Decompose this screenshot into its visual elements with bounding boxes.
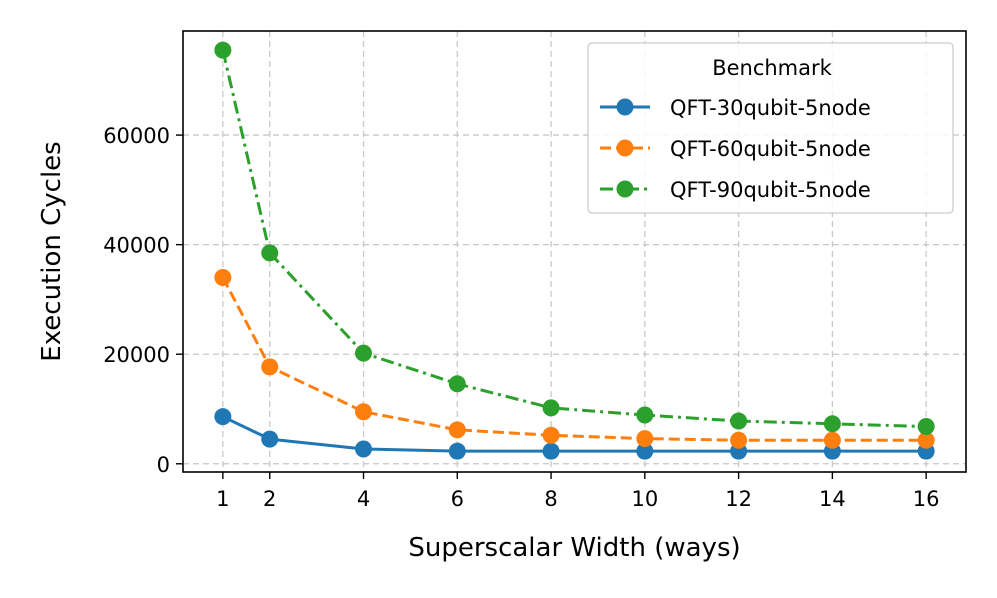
data-point [214,408,232,426]
data-point [355,344,373,362]
data-point [448,375,466,393]
legend-label: QFT-90qubit-5node [670,178,871,202]
data-point [261,358,279,376]
data-point [823,415,841,433]
data-point [261,244,279,262]
data-point [823,431,841,449]
x-tick-label: 14 [819,487,846,511]
series-line [222,415,927,453]
data-point [730,412,748,430]
y-tick-label: 60000 [103,124,170,148]
legend-label: QFT-60qubit-5node [670,137,871,161]
data-point [917,431,935,449]
legend-marker [616,98,634,116]
y-tick-label: 0 [157,453,170,477]
data-point [542,426,560,444]
x-tick-label: 12 [725,487,752,511]
legend-marker [616,180,634,198]
legend-marker [616,139,634,157]
data-point [448,421,466,439]
x-axis-label: Superscalar Width (ways) [408,533,740,563]
data-point [542,442,560,460]
y-tick-label: 40000 [103,234,170,258]
data-point [917,418,935,436]
x-tick-label: 4 [357,487,370,511]
y-axis-label: Execution Cycles [37,141,67,361]
data-point [542,399,560,417]
x-tick-label: 1 [216,487,229,511]
data-point [261,430,279,448]
data-point [355,440,373,458]
data-point [214,269,232,287]
legend-box [587,42,954,214]
data-point [636,406,654,424]
plot-area-frame [182,30,967,473]
data-point [355,403,373,421]
x-tick-label: 16 [913,487,940,511]
series-1 [214,408,935,460]
series-2 [214,269,935,449]
legend-item-3: QFT-90qubit-5node [600,178,871,202]
series-layer [214,41,935,460]
series-3 [214,41,935,436]
x-tick-label: 6 [451,487,464,511]
data-point [214,41,232,59]
legend-title: Benchmark [712,56,832,80]
data-point [636,442,654,460]
data-point [730,431,748,449]
legend-item-2: QFT-60qubit-5node [600,137,871,161]
x-tick-label: 2 [263,487,276,511]
series-line [221,276,927,442]
y-tick-label: 20000 [103,343,170,367]
legend-label: QFT-30qubit-5node [670,96,871,120]
legend: Benchmark QFT-30qubit-5node QFT-60qubit-5… [587,42,954,214]
data-point [448,442,466,460]
legend-item-1: QFT-30qubit-5node [600,96,871,120]
x-tick-label: 10 [631,487,658,511]
x-tick-label: 8 [544,487,557,511]
data-point [636,430,654,448]
